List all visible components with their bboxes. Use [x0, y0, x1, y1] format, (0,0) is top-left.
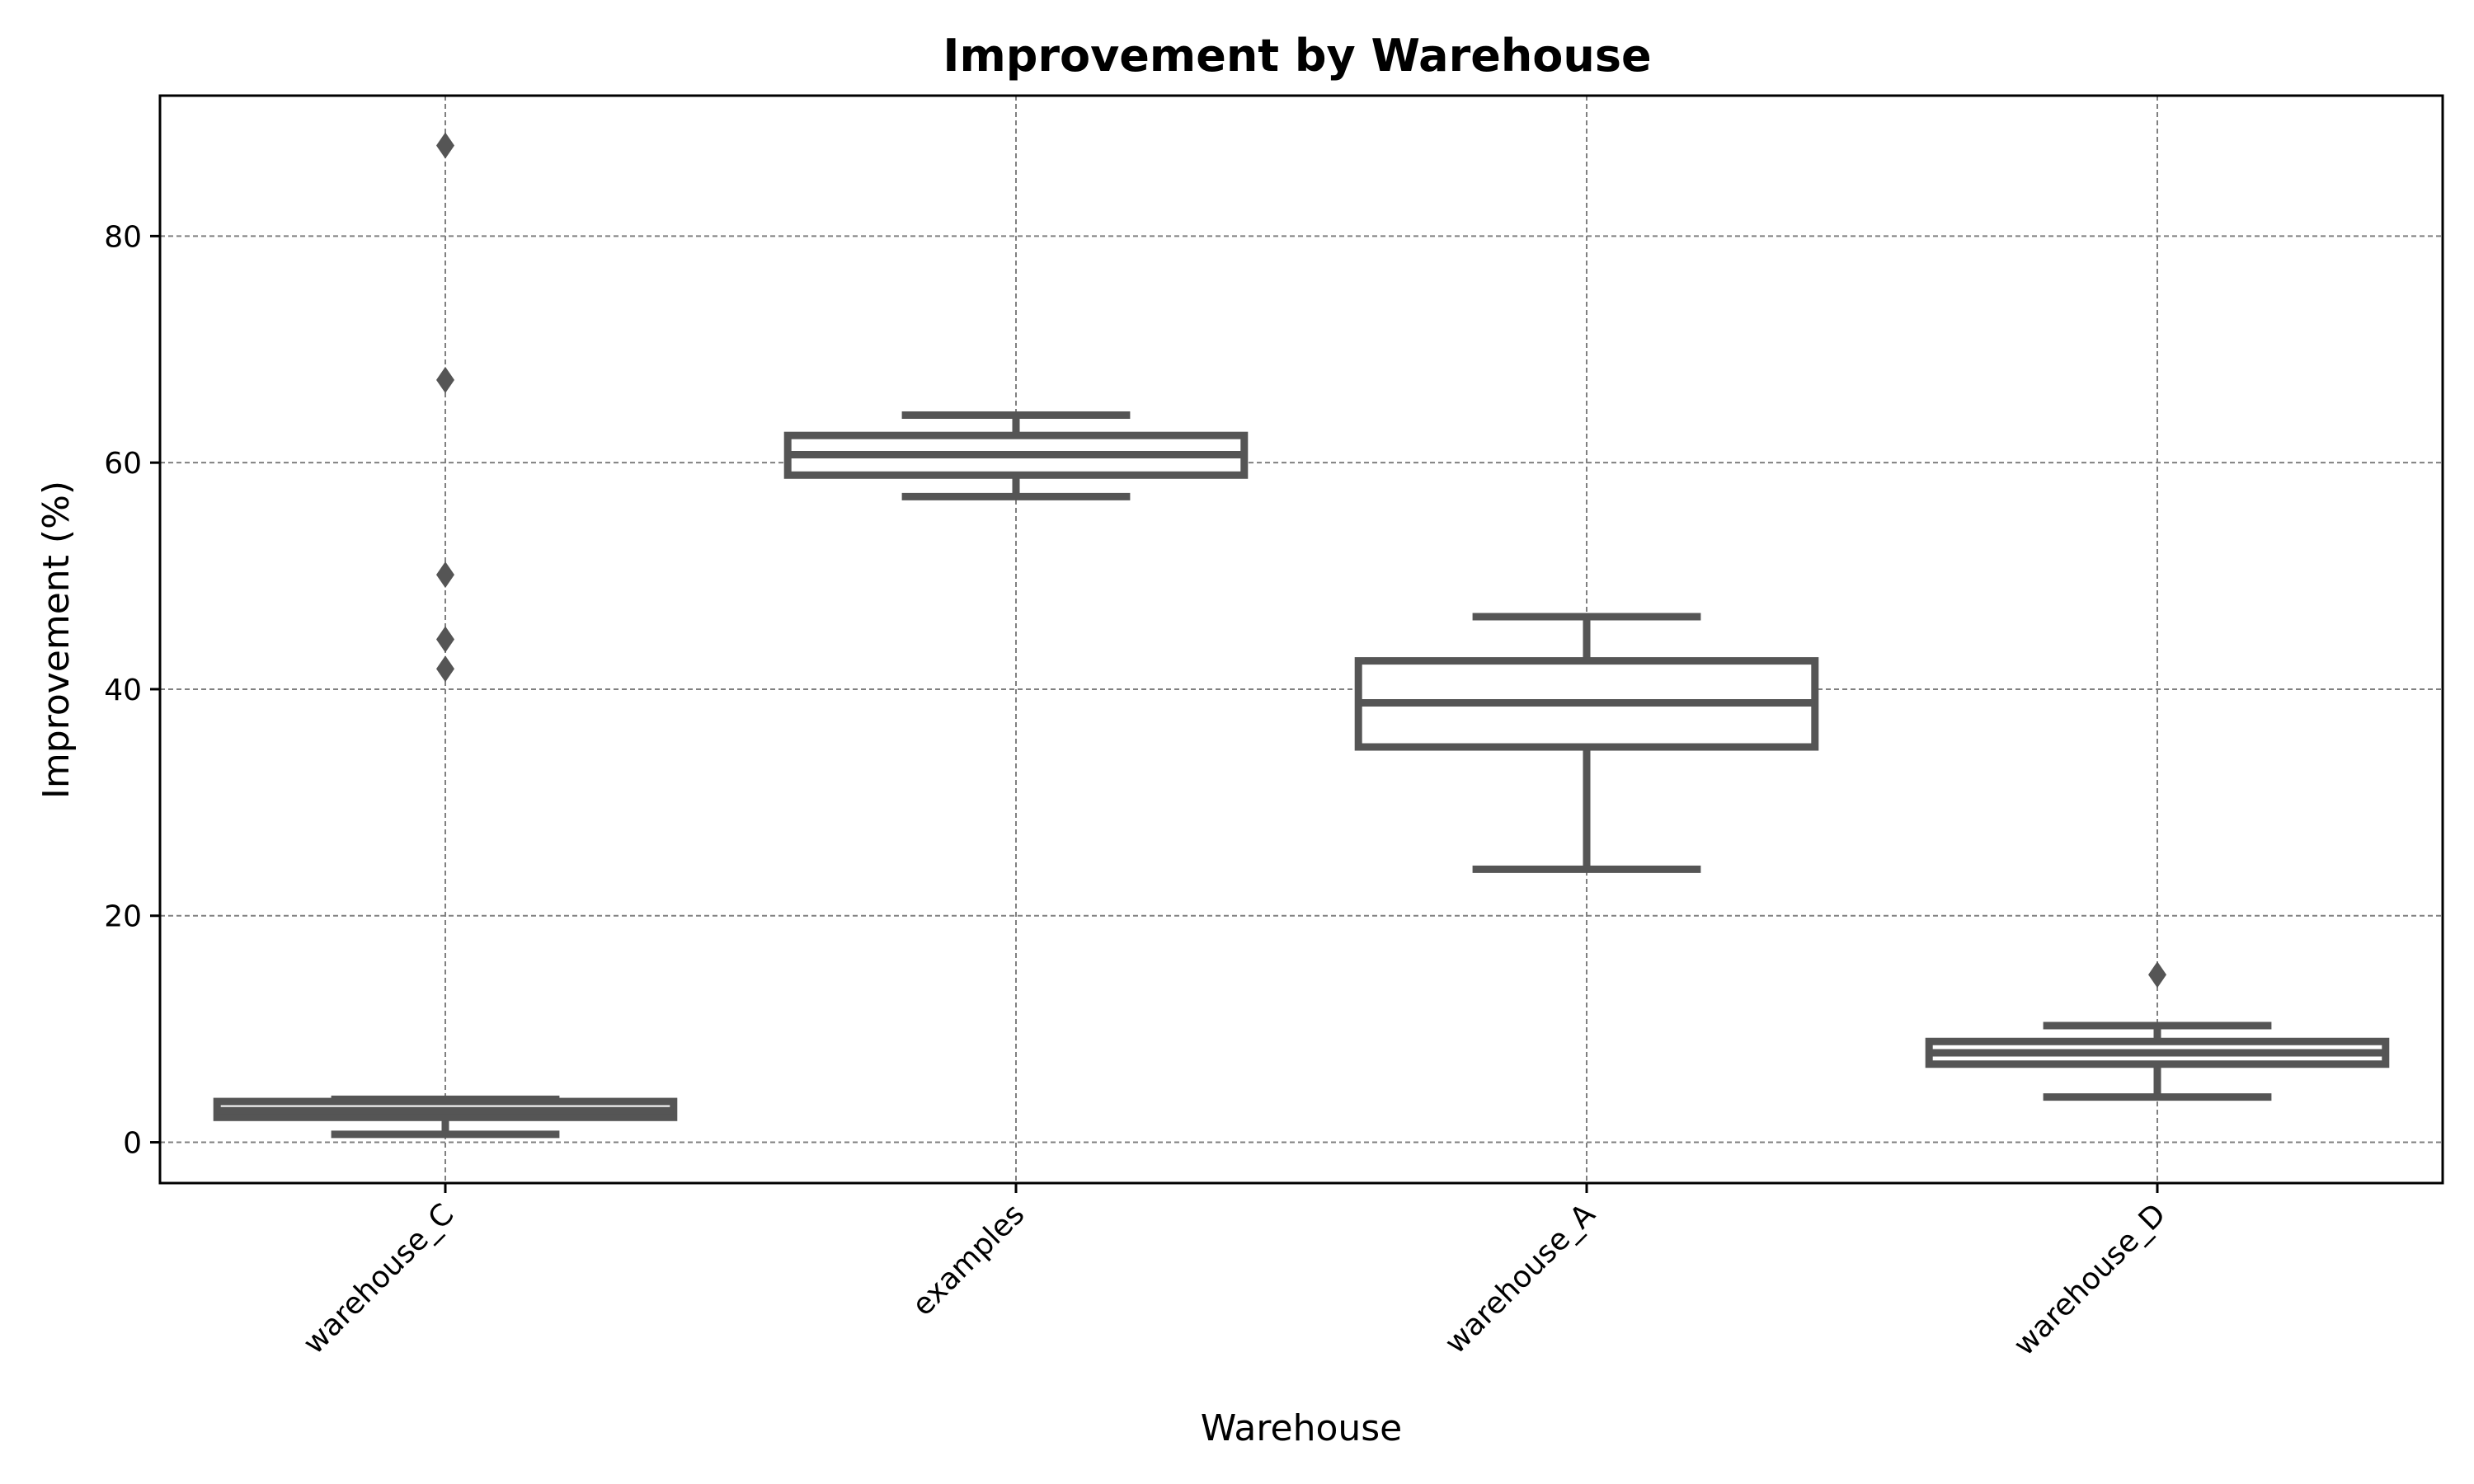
y-axis-ticks: 0 20 40 60 80: [104, 220, 160, 1161]
chart-title: Improvement by Warehouse: [943, 30, 1651, 82]
y-tick-label: 40: [104, 674, 142, 707]
outlier-point: [2148, 961, 2166, 989]
x-tick-label: warehouse_A: [1438, 1197, 1602, 1360]
x-tick-label: examples: [906, 1197, 1032, 1322]
box-group-warehouse_D: [1925, 961, 2390, 1101]
grid-lines: [160, 96, 2443, 1183]
x-axis-ticks: warehouse_C examples warehouse_A warehouse_…: [297, 1183, 2172, 1362]
outlier-point: [436, 561, 454, 589]
outlier-point: [436, 366, 454, 393]
box-group-warehouse_C: [213, 132, 678, 1139]
x-tick-label: warehouse_D: [2007, 1197, 2172, 1362]
outlier-point: [436, 626, 454, 653]
outlier-point: [436, 655, 454, 683]
plot-frame: [158, 94, 2444, 1185]
boxes: [213, 132, 2390, 1139]
x-axis-label: Warehouse: [1201, 1407, 1403, 1449]
y-tick-label: 60: [104, 447, 142, 481]
box-group-warehouse_A: [1354, 613, 1819, 873]
y-axis-label: Improvement (%): [35, 481, 78, 799]
box-group-examples: [783, 411, 1249, 500]
y-tick-label: 0: [123, 1127, 142, 1161]
x-tick-label: warehouse_C: [297, 1197, 460, 1360]
y-tick-label: 80: [104, 220, 142, 254]
y-tick-label: 20: [104, 900, 142, 934]
outlier-point: [436, 132, 454, 159]
